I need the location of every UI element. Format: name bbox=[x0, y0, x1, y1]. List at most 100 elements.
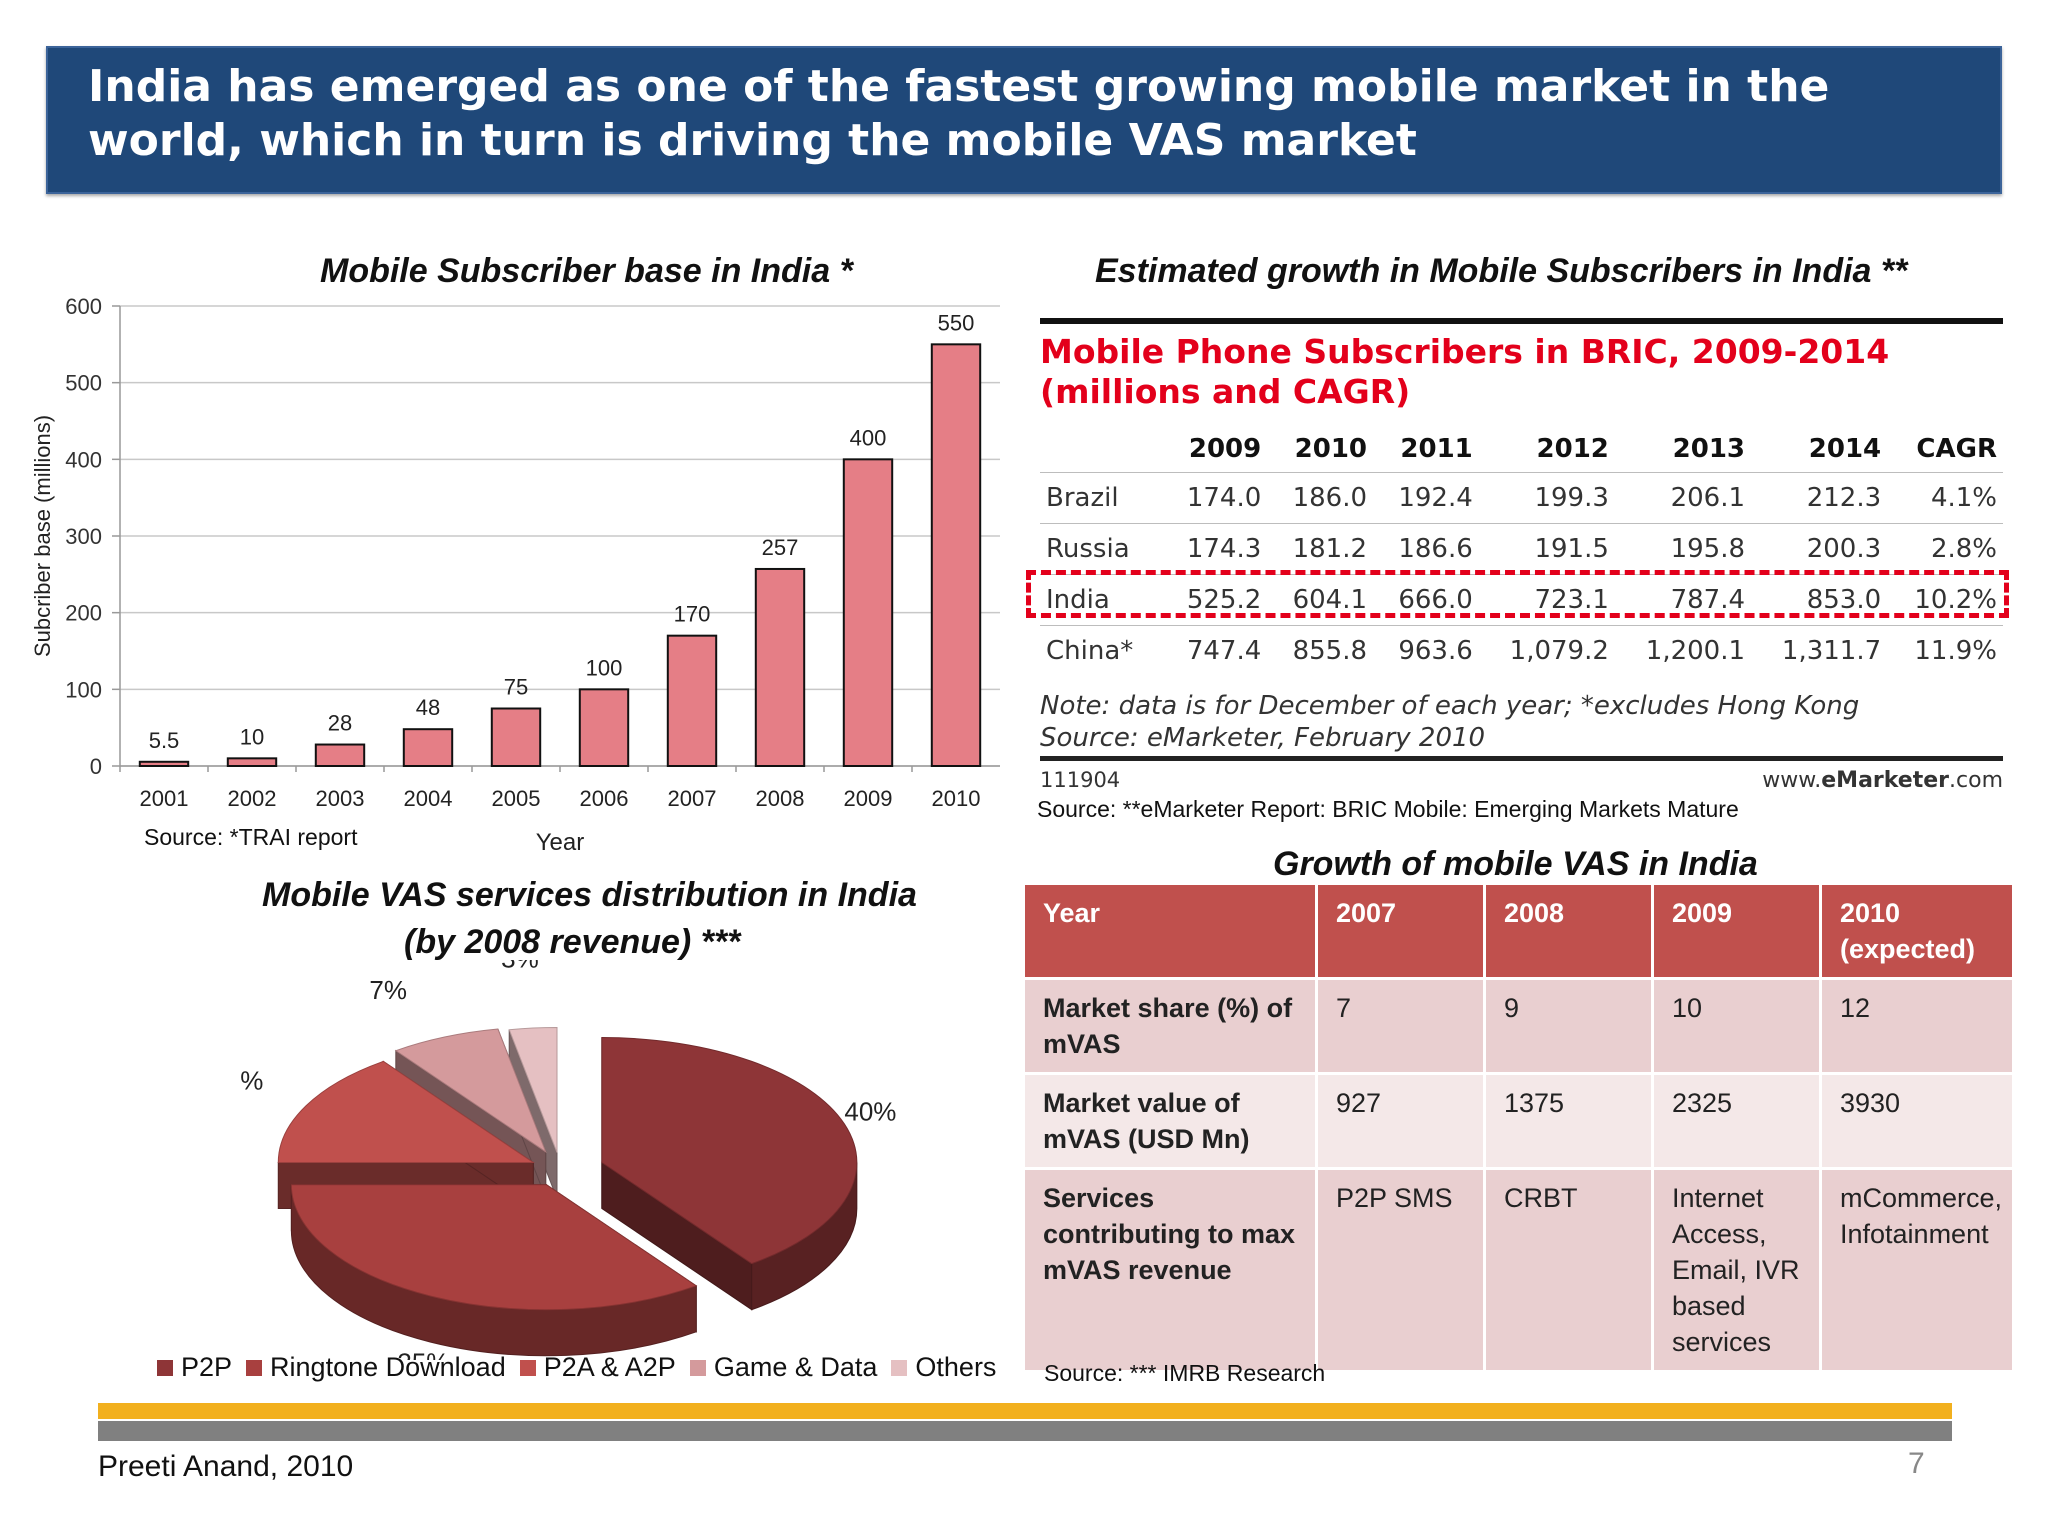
pie-slice bbox=[601, 1037, 858, 1311]
vas-row-header: Market share (%) of mVAS bbox=[1025, 980, 1315, 1072]
legend-swatch bbox=[246, 1359, 263, 1376]
bar-value-label: 257 bbox=[762, 535, 799, 560]
bric-header-cell: 2009 bbox=[1188, 434, 1262, 464]
slide-title: India has emerged as one of the fastest … bbox=[88, 61, 1830, 166]
bric-table-title: Mobile Phone Subscribers in BRIC, 2009-2… bbox=[1040, 332, 1890, 411]
logo-suffix: .com bbox=[1949, 768, 2003, 793]
pie-slice-top bbox=[601, 1037, 858, 1265]
vas-header-cell: 2010 (expected) bbox=[1822, 885, 2012, 977]
bar-value-label: 75 bbox=[504, 675, 528, 700]
x-tick-label: 2010 bbox=[932, 786, 981, 811]
pie-slice-label: 40% bbox=[844, 1097, 896, 1127]
bric-code: 111904 bbox=[1040, 768, 1121, 792]
bric-header-cell: 2012 bbox=[1536, 434, 1609, 464]
bric-cell: 174.0 bbox=[1161, 472, 1268, 524]
bric-cell: 174.3 bbox=[1161, 523, 1268, 575]
bric-row: Russia 174.3 181.2 186.6 191.5 195.8 200.3 2.8% bbox=[1040, 523, 2003, 575]
bric-cell: 4.1% bbox=[1887, 472, 2003, 524]
x-tick-label: 2007 bbox=[668, 786, 717, 811]
logo-bold: eMarketer bbox=[1821, 768, 1950, 793]
bric-header-cell: 2014 bbox=[1808, 434, 1882, 464]
vas-table-wrap: Year 2007 2008 2009 2010 (expected) Market s… bbox=[1022, 882, 2012, 1373]
bric-cell: 195.8 bbox=[1614, 523, 1752, 575]
bric-cell: 1,079.2 bbox=[1478, 625, 1615, 676]
page-number: 7 bbox=[1908, 1447, 1925, 1480]
vas-cell: 9 bbox=[1486, 980, 1651, 1072]
bar bbox=[930, 343, 982, 767]
bric-cell: 200.3 bbox=[1751, 523, 1888, 575]
x-tick-label: 2004 bbox=[404, 786, 453, 811]
vas-row-header: Services contributing to max mVAS revenu… bbox=[1025, 1170, 1315, 1370]
bric-row: China* 747.4 855.8 963.6 1,079.2 1,200.1 1,311… bbox=[1040, 625, 2003, 676]
bar-value-label: 170 bbox=[674, 602, 711, 627]
x-tick-label: 2003 bbox=[316, 786, 365, 811]
bric-note: Note: data is for December of each year;… bbox=[1040, 690, 1859, 754]
bric-header-cell: 2011 bbox=[1400, 434, 1473, 464]
pie-title-line2: (by 2008 revenue) *** bbox=[404, 923, 741, 961]
bric-header-cell: CAGR bbox=[1916, 434, 1997, 464]
bric-country: Russia bbox=[1040, 523, 1162, 575]
pie-slice-top bbox=[394, 1028, 547, 1154]
title-banner: India has emerged as one of the fastest … bbox=[46, 46, 2002, 194]
legend-swatch bbox=[519, 1359, 536, 1376]
bric-cell: 747.4 bbox=[1161, 625, 1268, 676]
pie-slice bbox=[290, 1183, 698, 1357]
bric-header-cell: 2010 bbox=[1294, 434, 1368, 464]
y-axis-label: Subcriber base (millions) bbox=[30, 415, 55, 657]
legend-swatch bbox=[891, 1359, 908, 1376]
bar-value-label: 5.5 bbox=[149, 728, 180, 753]
bar bbox=[490, 707, 542, 767]
vas-header-cell: 2008 bbox=[1486, 885, 1651, 977]
y-tick-label: 400 bbox=[65, 447, 102, 472]
bric-cell: 181.2 bbox=[1267, 523, 1374, 575]
bric-cell: 963.6 bbox=[1373, 625, 1479, 676]
y-tick-label: 300 bbox=[65, 524, 102, 549]
legend-label: P2A & A2P bbox=[543, 1352, 676, 1382]
emarketer-logo: www.eMarketer.com bbox=[1762, 768, 2003, 793]
vas-cell: 3930 bbox=[1822, 1075, 2012, 1167]
bric-cell: 11.9% bbox=[1887, 625, 2003, 676]
pie-slice-label: 7% bbox=[369, 975, 407, 1005]
bar-value-label: 550 bbox=[938, 310, 975, 335]
pie-slice-top bbox=[508, 1026, 558, 1153]
legend-label: Others bbox=[915, 1352, 997, 1382]
bric-cell: 191.5 bbox=[1478, 523, 1615, 575]
india-row-highlight bbox=[1026, 570, 2009, 618]
y-tick-label: 100 bbox=[65, 677, 102, 702]
vas-row: Services contributing to max mVAS revenu… bbox=[1025, 1170, 2012, 1370]
y-tick-label: 200 bbox=[65, 601, 102, 626]
bric-cell: 186.6 bbox=[1373, 523, 1479, 575]
vas-row: Market value of mVAS (USD Mn) 927 1375 2325… bbox=[1025, 1075, 2012, 1167]
vas-header-cell: Year bbox=[1025, 885, 1315, 977]
bar-value-label: 10 bbox=[240, 724, 264, 749]
pie-slice-label: 3% bbox=[501, 960, 539, 973]
y-tick-label: 500 bbox=[65, 371, 102, 396]
y-tick-label: 0 bbox=[90, 754, 102, 779]
bric-cell: 212.3 bbox=[1751, 472, 1888, 524]
legend-item: P2A & A2P bbox=[519, 1352, 676, 1383]
vas-row-header: Market value of mVAS (USD Mn) bbox=[1025, 1075, 1315, 1167]
bric-section-title: Estimated growth in Mobile Subscribers i… bbox=[1095, 252, 1908, 290]
bric-header-blank bbox=[1040, 426, 1161, 473]
vas-cell: mCommerce, Infotainment bbox=[1822, 1170, 2012, 1370]
pie-slice-top bbox=[290, 1184, 698, 1311]
vas-table-title: Growth of mobile VAS in India bbox=[1273, 845, 1758, 883]
vas-row: Market share (%) of mVAS 7 9 10 12 bbox=[1025, 980, 2012, 1072]
bric-cell: 206.1 bbox=[1614, 472, 1752, 524]
vas-pie-chart: 40% 35% 15% 7% 3% bbox=[240, 960, 896, 1360]
pie-slice-label: 35% bbox=[397, 1347, 449, 1360]
vas-cell: 12 bbox=[1822, 980, 2012, 1072]
bric-cell: 2.8% bbox=[1887, 523, 2003, 575]
vas-header-cell: 2007 bbox=[1318, 885, 1483, 977]
logo-prefix: www. bbox=[1762, 768, 1822, 793]
bric-table-wrap: 2009 2010 2011 2012 2013 2014 CAGR Brazil 174.0… bbox=[1040, 426, 2003, 676]
legend-label: Ringtone Download bbox=[270, 1352, 506, 1382]
x-tick-label: 2002 bbox=[228, 786, 277, 811]
bric-table: 2009 2010 2011 2012 2013 2014 CAGR Brazil 174.0… bbox=[1040, 426, 2003, 676]
vas-cell: 1375 bbox=[1486, 1075, 1651, 1167]
subscriber-chart-source: Source: *TRAI report bbox=[144, 824, 358, 850]
pie-title-line1: Mobile VAS services distribution in Indi… bbox=[262, 876, 917, 914]
vas-table: Year 2007 2008 2009 2010 (expected) Market s… bbox=[1022, 882, 2015, 1373]
y-tick-label: 600 bbox=[65, 294, 102, 319]
bar-value-label: 400 bbox=[850, 425, 887, 450]
